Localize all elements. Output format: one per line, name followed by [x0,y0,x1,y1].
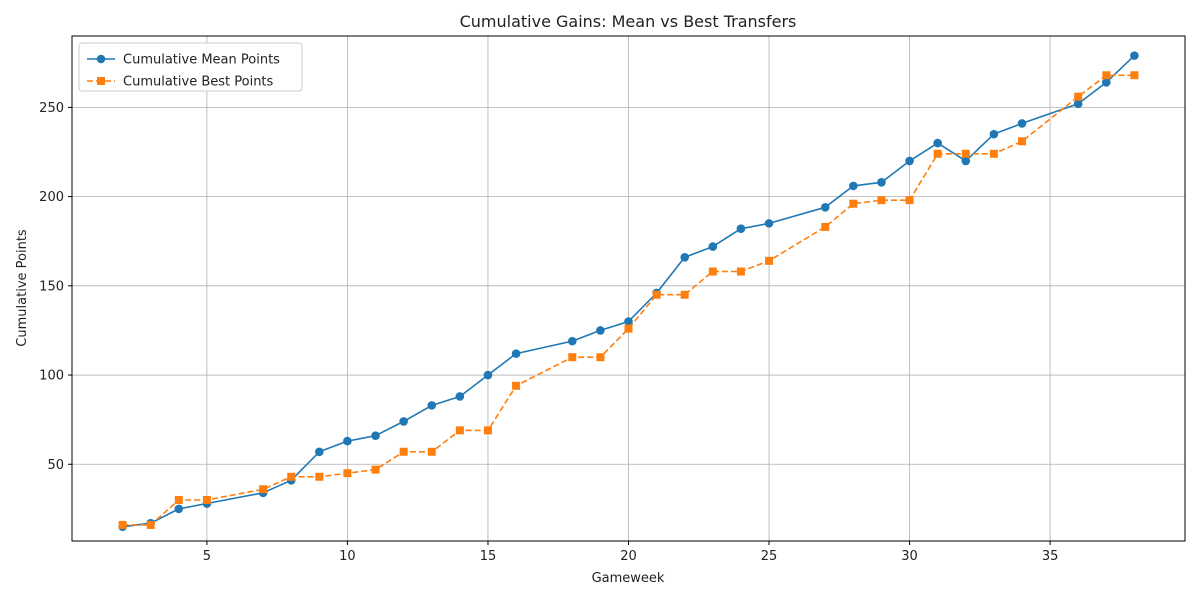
legend-swatch-marker [97,77,105,85]
data-point [680,290,689,299]
data-point [764,219,774,228]
data-point [371,431,380,441]
data-point [427,401,437,410]
data-point [961,149,970,158]
data-point [174,504,184,514]
data-point [315,472,324,481]
data-point [765,256,774,265]
x-tick-label: 30 [901,549,918,564]
y-tick-label: 200 [39,190,64,205]
data-point [371,465,380,474]
data-point [961,156,971,166]
data-point [1130,51,1139,60]
data-point [118,520,127,529]
data-point [483,370,493,380]
data-point [1017,119,1027,128]
series-line [122,74,1135,526]
data-point [652,290,661,299]
data-point [596,353,605,362]
y-tick-label: 50 [47,458,64,473]
legend-swatch-marker [96,54,106,64]
data-point [455,392,465,401]
data-point [736,267,745,276]
ticks: 5 10 15 20 25 30 35 50 100 150 200 250 [39,101,1058,564]
data-point [343,436,352,446]
series-2 [118,71,1139,529]
data-point [1102,71,1111,80]
data-point [455,426,464,435]
data-point [287,472,296,481]
data-point [399,447,408,456]
data-point [343,469,352,478]
data-point [512,381,521,390]
data-point [877,196,886,205]
data-point [174,495,183,504]
data-point [483,426,492,435]
data-point [259,485,268,494]
data-point [680,252,690,262]
y-tick-label: 150 [39,279,64,294]
data-point [1074,92,1083,101]
data-point [708,242,718,251]
data-point [315,447,324,457]
data-point [989,129,999,139]
legend: Cumulative Mean Points Cumulative Best Po… [78,42,303,92]
data-point [511,349,521,358]
data-point [624,317,633,326]
data-point [1102,78,1111,87]
legend-item: Cumulative Mean Points [87,53,280,68]
chart-title: Cumulative Gains: Mean vs Best Transfers [460,12,797,31]
data-point [736,224,746,234]
data-point [1017,137,1026,146]
y-tick-label: 250 [39,101,64,116]
data-point [933,149,942,158]
data-point [849,181,858,191]
x-tick-label: 25 [761,549,778,564]
data-point [567,336,577,346]
data-point [624,324,633,333]
y-axis-label: Cumulative Points [15,229,30,347]
series-layer [118,51,1139,532]
legend-label: Cumulative Best Points [123,75,274,90]
grid [72,36,1185,541]
legend-label: Cumulative Mean Points [123,53,280,68]
data-point [877,178,886,187]
data-point [821,222,830,231]
data-point [427,447,436,456]
y-tick-label: 100 [39,369,64,384]
data-point [146,520,155,529]
x-tick-label: 10 [339,549,356,564]
legend-box [78,42,303,92]
x-tick-label: 35 [1042,549,1059,564]
x-axis-label: Gameweek [592,571,665,586]
data-point [708,267,717,276]
data-point [1130,71,1139,80]
data-point [568,353,577,362]
data-point [905,196,914,205]
data-point [596,326,605,335]
data-point [849,199,858,208]
data-point [202,495,211,504]
x-tick-label: 15 [480,549,497,564]
data-point [820,203,830,212]
data-point [399,417,408,426]
data-point [933,138,942,148]
x-tick-label: 20 [620,549,637,564]
legend-item: Cumulative Best Points [87,75,274,90]
data-point [989,149,998,158]
x-tick-label: 5 [203,549,211,564]
data-point [1073,99,1083,109]
data-point [905,156,914,166]
